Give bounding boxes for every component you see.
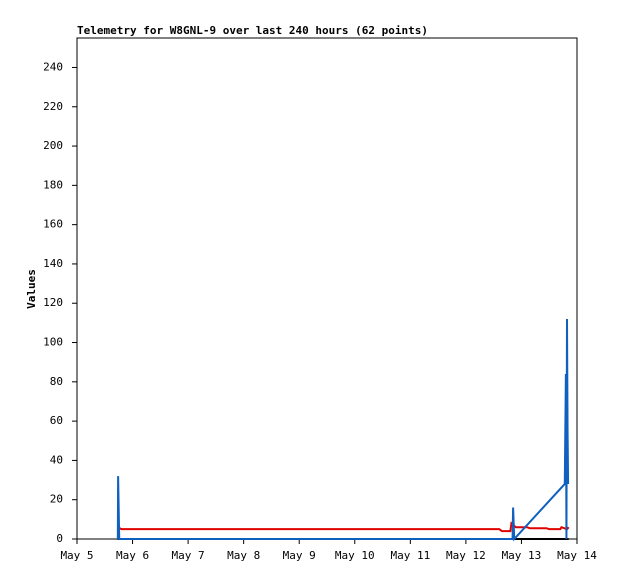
x-tick-label: May 8: [227, 549, 260, 562]
y-tick-label: 220: [43, 100, 63, 113]
y-tick-label: 160: [43, 218, 63, 231]
series-line: [117, 521, 570, 533]
y-tick-label: 0: [56, 532, 63, 545]
x-tick-label: May 9: [283, 549, 316, 562]
y-tick-label: 40: [50, 453, 63, 466]
y-tick-label: 240: [43, 60, 63, 73]
x-tick-label: May 11: [390, 549, 430, 562]
y-tick-label: 20: [50, 493, 63, 506]
chart-title: Telemetry for W8GNL-9 over last 240 hour…: [77, 24, 428, 37]
y-tick-label: 180: [43, 178, 63, 191]
y-axis-label: Values: [25, 269, 38, 309]
x-tick-label: May 6: [116, 549, 149, 562]
y-tick-label: 100: [43, 336, 63, 349]
x-tick-label: May 10: [335, 549, 375, 562]
x-tick-label: May 13: [502, 549, 542, 562]
plot-frame: [76, 37, 578, 540]
y-tick-label: 120: [43, 296, 63, 309]
x-tick-label: May 12: [446, 549, 486, 562]
x-tick-label: May 5: [60, 549, 93, 562]
x-tick-label: May 14: [557, 549, 597, 562]
y-tick-label: 60: [50, 414, 63, 427]
y-tick-label: 200: [43, 139, 63, 152]
series-line: [116, 318, 570, 542]
y-tick-label: 80: [50, 375, 63, 388]
x-tick-label: May 7: [172, 549, 205, 562]
y-tick-label: 140: [43, 257, 63, 270]
